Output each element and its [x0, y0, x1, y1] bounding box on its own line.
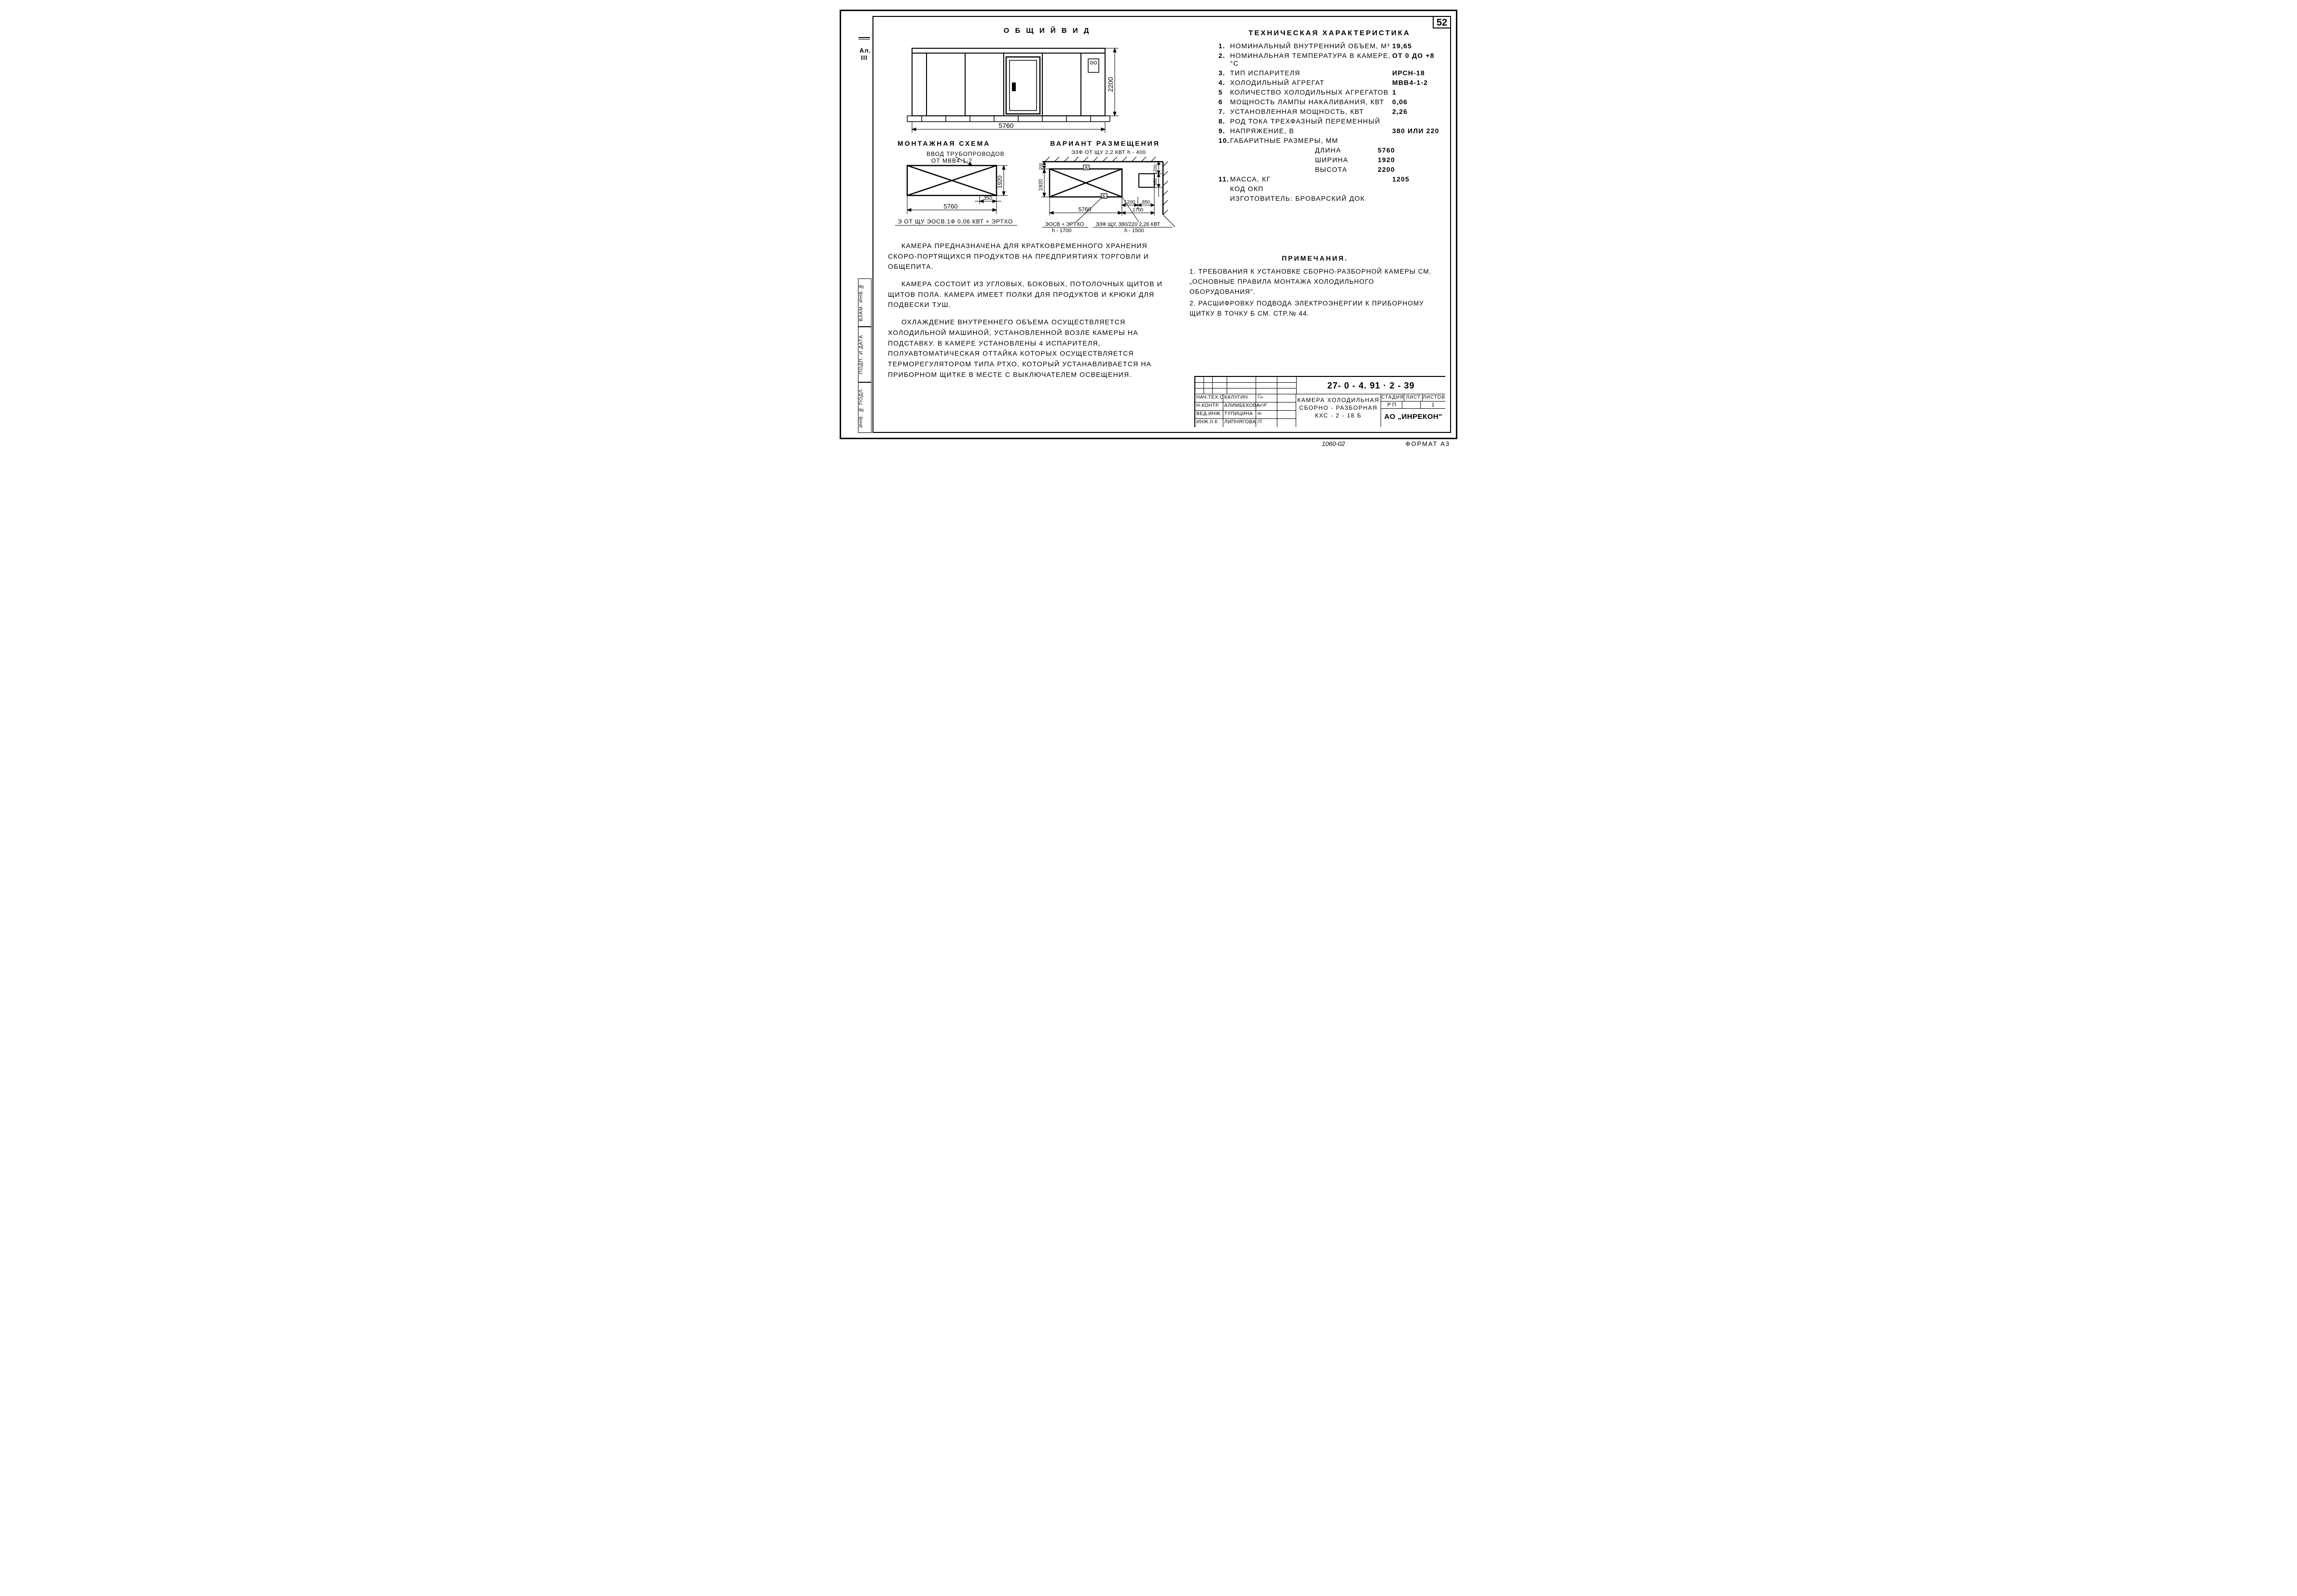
dim-row: ШИРИНА1920 [1315, 156, 1440, 164]
signature-row: ВЕД.ИНЖ.ТУПИЦИНА𝓉𝓊 [1195, 411, 1296, 419]
svg-text:1920: 1920 [996, 175, 1003, 188]
dim-row: ДЛИНА5760 [1315, 146, 1440, 154]
stamp-podp: ПОДП. И ДАТА [858, 327, 872, 382]
stamp-inv: ИНВ. № ПОДЛ. [858, 382, 872, 433]
svg-text:ОТ МВВ4-1-2: ОТ МВВ4-1-2 [931, 157, 972, 164]
svg-text:1200: 1200 [1153, 165, 1158, 174]
svg-text:5760: 5760 [944, 203, 958, 210]
placement-diagram: Э3Ф ОТ ЩУ 2,2 КВТ h - 400 [1028, 147, 1182, 239]
spec-row: 5КОЛИЧЕСТВО ХОЛОДИЛЬНЫХ АГРЕГАТОВ1 [1218, 88, 1440, 96]
svg-text:Э3Ф ОТ ЩУ 2,2 КВТ h - 400: Э3Ф ОТ ЩУ 2,2 КВТ h - 400 [1071, 150, 1146, 155]
spec-row: 4.ХОЛОДИЛЬНЫЙ АГРЕГАТМВВ4-1-2 [1218, 79, 1440, 86]
svg-text:h - 1500: h - 1500 [1124, 228, 1144, 234]
body-p3: ОХЛАЖДЕНИЕ ВНУТРЕННЕГО ОБЪЕМА ОСУЩЕСТВЛЯ… [888, 317, 1177, 380]
svg-text:Э3Ф ЩУ, 380/220 2,26 КВТ: Э3Ф ЩУ, 380/220 2,26 КВТ [1095, 222, 1161, 227]
doc-number: 27- 0 - 4. 91 · 2 - 39 [1297, 377, 1445, 394]
svg-text:5760: 5760 [998, 122, 1013, 129]
spec-row: 3.ТИП ИСПАРИТЕЛЯИРСН-18 [1218, 69, 1440, 77]
stamp-vzam: ВЗАМ. ИНВ.№ [858, 278, 872, 327]
notes-block: ПРИМЕЧАНИЯ. 1. ТРЕБОВАНИЯ К УСТАНОВКЕ СБ… [1190, 253, 1440, 319]
body-p1: КАМЕРА ПРЕДНАЗНАЧЕНА ДЛЯ КРАТКОВРЕМЕННОГ… [888, 241, 1177, 272]
spec-row: 11.МАССА, КГ1205 [1218, 175, 1440, 183]
note-1: 1. ТРЕБОВАНИЯ К УСТАНОВКЕ СБОРНО-РАЗБОРН… [1190, 267, 1440, 297]
left-binding-margin: Ал. III ИНВ. № ПОДЛ. ПОДП. И ДАТА ВЗАМ. … [841, 16, 872, 433]
svg-text:ВВОД ТРУБОПРОВОДОВ: ВВОД ТРУБОПРОВОДОВ [927, 151, 1005, 157]
spec-row: 6МОЩНОСТЬ ЛАМПЫ НАКАЛИВАНИЯ, КВТ0,06 [1218, 98, 1440, 106]
signature-row: ИНЖ.II КЛИПНЯГОВАℰℓ [1195, 419, 1296, 427]
svg-text:1920: 1920 [1038, 179, 1044, 191]
signature-row: НАЧ.ТЕХ.ОКАЛУГИНℰ𝓃 [1195, 394, 1296, 402]
spec-row: КОД ОКП [1218, 185, 1440, 193]
spec-row: 7.УСТАНОВЛЕННАЯ МОЩНОСТЬ, КВТ2,26 [1218, 108, 1440, 115]
format-label: ФОРМАТ А3 [1406, 440, 1450, 447]
svg-text:2200: 2200 [1107, 77, 1114, 92]
svg-text:ЭОСВ + ЭРТХО: ЭОСВ + ЭРТХО [1045, 222, 1084, 227]
spec-row: 10.ГАБАРИТНЫЕ РАЗМЕРЫ, ММ [1218, 137, 1440, 144]
svg-text:А: А [1085, 166, 1088, 171]
heading-placement: ВАРИАНТ РАЗМЕЩЕНИЯ [1028, 139, 1182, 147]
spec-row: 1.НОМИНАЛЬНЫЙ ВНУТРЕННИЙ ОБЪЕМ, М³19,65 [1218, 42, 1440, 50]
organization: АО „ИНРЕКОН" [1381, 409, 1445, 427]
mounting-diagram: ВВОД ТРУБОПРОВОДОВ ОТ МВВ4-1-2 [888, 147, 1023, 232]
svg-text:350: 350 [983, 195, 992, 201]
heading-notes: ПРИМЕЧАНИЯ. [1190, 253, 1440, 264]
svg-text:850: 850 [1142, 200, 1150, 205]
stamp-al: Ал. III [859, 39, 869, 64]
heading-mounting: МОНТАЖНАЯ СХЕМА [898, 139, 1023, 147]
svg-text:h - 1700: h - 1700 [1052, 228, 1071, 234]
svg-text:Б: Б [1103, 194, 1106, 199]
footer-number: 1060-02 [1322, 440, 1345, 447]
general-view-drawing: 5760 2200 [888, 39, 1139, 135]
spec-row: 9.НАПРЯЖЕНИЕ, В380 ИЛИ 220 [1218, 127, 1440, 135]
svg-text:650: 650 [1153, 178, 1158, 185]
svg-text:1700: 1700 [1133, 208, 1144, 213]
dim-row: ВЫСОТА2200 [1315, 166, 1440, 173]
title-block: 27- 0 - 4. 91 · 2 - 39 НАЧ.ТЕХ.ОКАЛУГИНℰ… [1194, 376, 1445, 427]
tech-spec-block: ТЕХНИЧЕСКАЯ ХАРАКТЕРИСТИКА 1.НОМИНАЛЬНЫЙ… [1218, 29, 1440, 204]
drawing-title: КАМЕРА ХОЛОДИЛЬНАЯ СБОРНО - РАЗБОРНАЯ КХ… [1296, 394, 1382, 427]
drawing-sheet: Ал. III ИНВ. № ПОДЛ. ПОДП. И ДАТА ВЗАМ. … [840, 10, 1457, 439]
svg-text:Э ОТ ЩУ ЭОСВ.1Ф 0,06 КВТ + ЭРТ: Э ОТ ЩУ ЭОСВ.1Ф 0,06 КВТ + ЭРТХО [898, 218, 1013, 225]
description-block: КАМЕРА ПРЕДНАЗНАЧЕНА ДЛЯ КРАТКОВРЕМЕННОГ… [888, 234, 1177, 387]
signature-row: Н.КОНТР.АЛИМБЕКОВА𝒜ℬ [1195, 402, 1296, 411]
spec-row: 2.НОМИНАЛЬНАЯ ТЕМПЕРАТУРА В КАМЕРЕ, °СОТ… [1218, 52, 1440, 67]
inner-frame: 52 О Б Щ И Й В И Д [872, 16, 1451, 433]
body-p2: КАМЕРА СОСТОИТ ИЗ УГЛОВЫХ, БОКОВЫХ, ПОТО… [888, 279, 1177, 310]
heading-tech-spec: ТЕХНИЧЕСКАЯ ХАРАКТЕРИСТИКА [1218, 29, 1440, 37]
note-2: 2. РАСШИФРОВКУ ПОДВОДА ЭЛЕКТРОЭНЕРГИИ К … [1190, 299, 1440, 319]
spec-row: ИЗГОТОВИТЕЛЬ: БРОВАРСКИЙ ДОК [1218, 194, 1440, 202]
heading-general-view: О Б Щ И Й В И Д [917, 27, 1177, 35]
spec-row: 8.РОД ТОКА ТРЕХФАЗНЫЙ ПЕРЕМЕННЫЙ [1218, 117, 1440, 125]
svg-text:200: 200 [1038, 163, 1043, 170]
